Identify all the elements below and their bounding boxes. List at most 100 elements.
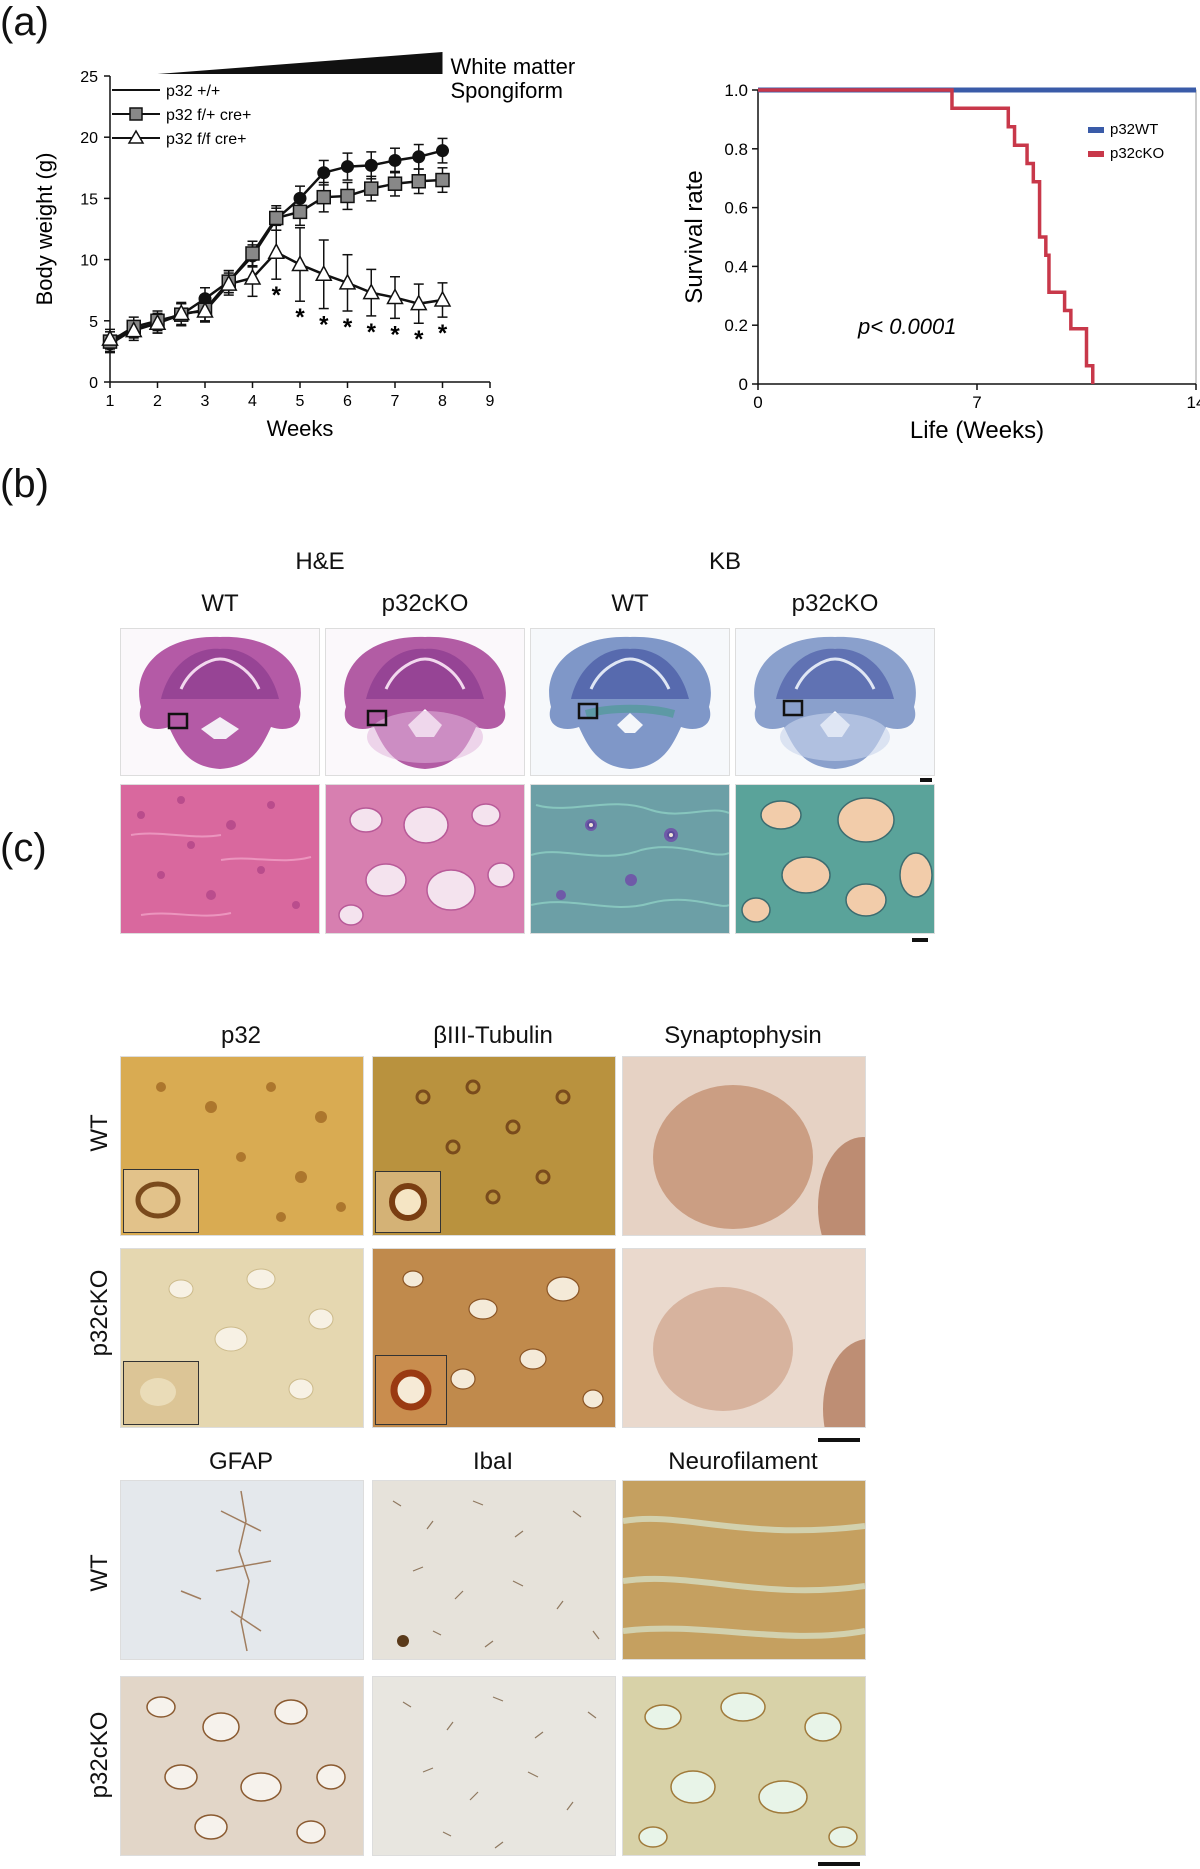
scale-bar-b-highmag	[912, 938, 928, 942]
bw-point-circle	[198, 292, 212, 306]
bw-point-triangle	[314, 264, 333, 282]
bw-point-square	[364, 181, 379, 196]
he-ko-brain-section	[344, 636, 506, 769]
synaptophysin-ko-tissue	[653, 1287, 865, 1427]
tubulin-wt-inset	[375, 1171, 441, 1233]
bw-legend-square	[129, 107, 143, 121]
bw-y-tick-label: 15	[80, 191, 98, 208]
bw-point-triangle	[148, 313, 167, 330]
iba1-wt-tissue	[392, 1500, 600, 1648]
c-col-gfap: GFAP	[208, 1448, 274, 1475]
bw-legend-triangle	[127, 129, 145, 144]
bw-x-tick-label: 6	[343, 393, 352, 410]
spongiform-wedge	[157, 52, 443, 74]
bw-point-circle	[436, 144, 449, 158]
c-col-iba1: IbaI	[472, 1448, 514, 1475]
gfap-wt-image	[120, 1480, 364, 1660]
bw-x-tick-label: 3	[201, 393, 210, 410]
body-weight-axes: 0 5 10 15 20 25 1 2 3 4 5 6 7 8 9	[80, 69, 494, 410]
b-col-ko-he: p32cKO	[381, 590, 469, 617]
c-row-ko-bottom: p32cKO	[86, 1711, 113, 1799]
sv-x-tick-label: 0	[753, 393, 762, 412]
synaptophysin-wt-tissue	[653, 1085, 865, 1235]
sv-legend-label: p32cKO	[1110, 145, 1164, 162]
bw-point-square	[387, 176, 403, 191]
tubulin-ko-inset-cell	[390, 1369, 432, 1411]
survival-series	[758, 87, 1196, 384]
sv-y-tick-label: 1.0	[724, 81, 748, 100]
c-row-wt-bottom: WT	[86, 1554, 113, 1592]
tubulin-wt-inset-cell	[389, 1183, 427, 1221]
panel-label-b: (b)	[0, 462, 49, 506]
survival-chart: 0 0.2 0.4 0.6 0.8 1.0 0 7 14 p32WT p32cKO Life (W…	[681, 81, 1200, 444]
bw-point-triangle	[386, 287, 404, 305]
bw-point-square	[269, 210, 284, 226]
he-group-title: H&E	[295, 548, 345, 575]
kb-wt-brain-section	[549, 636, 711, 769]
tubulin-ko-tissue	[402, 1270, 604, 1409]
bw-y-tick-label: 10	[80, 253, 98, 270]
kb-wt-overview	[530, 628, 730, 776]
kb-ko-overview	[735, 628, 935, 776]
bw-legend-label: p32 +/+	[166, 83, 220, 100]
c-col-neurofilament: Neurofilament	[668, 1448, 818, 1475]
bw-x-tick-label: 4	[248, 393, 257, 410]
kb-ko-tissue	[741, 797, 933, 923]
sv-x-tick-label: 14	[1187, 393, 1200, 412]
body-weight-x-label: Weeks	[267, 416, 334, 441]
gfap-ko-image	[120, 1676, 364, 1856]
p32-ko-tissue	[168, 1268, 334, 1400]
bw-point-triangle	[172, 303, 191, 321]
iba1-wt-image	[372, 1480, 616, 1660]
bw-point-circle	[388, 153, 402, 167]
bw-point-square	[316, 189, 331, 205]
sv-y-tick-label: 0.2	[724, 316, 748, 335]
tubulin-wt-tissue	[415, 1079, 571, 1205]
panel-label-a: (a)	[0, 0, 49, 44]
bw-point-triangle	[433, 290, 452, 307]
neurofilament-ko-image	[622, 1676, 866, 1856]
p32-ko-image	[120, 1248, 364, 1428]
bw-significance-star: *	[272, 282, 282, 309]
bw-legend-label: p32 f/f cre+	[166, 131, 247, 148]
bw-significance-star: *	[295, 304, 305, 331]
scale-bar-b-overview	[920, 778, 932, 782]
neurofilament-wt-tissue	[623, 1515, 865, 1639]
tubulin-ko-inset	[375, 1355, 447, 1425]
he-ko-overview	[325, 628, 525, 776]
kb-ko-highmag	[735, 784, 935, 934]
bw-significance-star: *	[343, 314, 353, 341]
scale-bar-c-bottom	[818, 1862, 860, 1866]
bw-point-circle	[317, 166, 331, 180]
bw-y-tick-label: 25	[80, 69, 98, 86]
bw-point-triangle	[196, 301, 214, 318]
bw-point-square	[340, 188, 355, 204]
survival-x-label: Life (Weeks)	[910, 417, 1044, 444]
sv-x-tick-label: 7	[972, 393, 981, 412]
kb-wt-highmag	[530, 784, 730, 934]
bw-x-tick-label: 2	[153, 393, 162, 410]
bw-point-square	[411, 174, 426, 189]
he-wt-tissue	[130, 796, 312, 917]
body-weight-series: * * * * * * * *	[101, 137, 452, 354]
kb-group-title: KB	[708, 548, 741, 575]
iba1-ko-image	[372, 1676, 616, 1856]
p32-ko-inset	[123, 1361, 199, 1425]
bw-point-square	[292, 204, 308, 220]
bw-significance-star: *	[367, 319, 377, 346]
b-col-wt-he: WT	[201, 590, 239, 617]
neurofilament-wt-image	[622, 1480, 866, 1660]
sv-legend-swatch	[1088, 127, 1104, 133]
body-weight-legend: p32 +/+ p32 f/+ cre+ p32 f/f cre+	[112, 83, 251, 148]
bw-point-triangle	[101, 329, 119, 346]
bw-significance-star: *	[414, 326, 424, 353]
bw-point-square	[245, 246, 260, 261]
c-col-tubulin: βIII-Tubulin	[433, 1022, 553, 1049]
p32-wt-inset-cell	[135, 1181, 181, 1219]
sv-y-tick-label: 0.6	[724, 199, 748, 218]
bw-point-triangle	[291, 254, 309, 272]
bw-y-tick-label: 20	[80, 130, 98, 147]
synaptophysin-ko-image	[622, 1248, 866, 1428]
kb-wt-tissue	[531, 803, 729, 908]
